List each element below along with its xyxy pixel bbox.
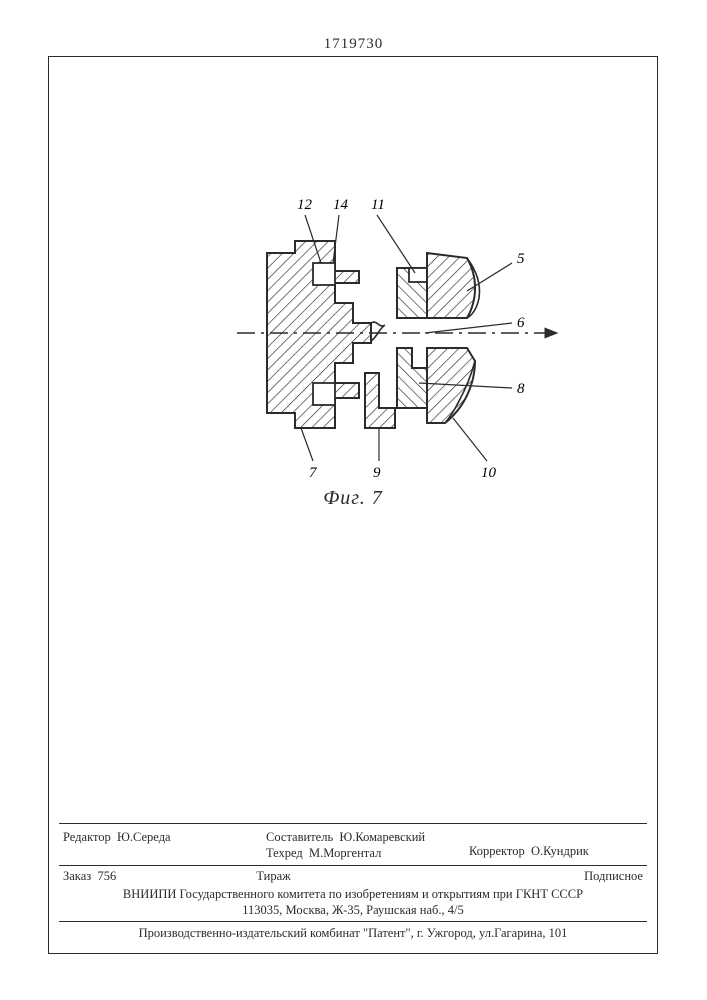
figure-caption: Фиг. 7 <box>49 487 657 510</box>
editor-name: Ю.Середа <box>117 830 171 844</box>
label-7: 7 <box>309 465 318 481</box>
compiler-name: Ю.Комаревский <box>339 830 425 844</box>
order-label: Заказ <box>63 869 91 883</box>
label-8: 8 <box>517 381 525 397</box>
label-14: 14 <box>333 197 349 213</box>
compiler-label: Составитель <box>266 830 333 844</box>
printer-line: Производственно-издательский комбинат "П… <box>59 922 647 948</box>
order-number: 756 <box>97 869 116 883</box>
label-6: 6 <box>517 315 525 331</box>
figure-7-drawing: 12 14 11 5 6 8 10 9 7 <box>97 113 707 613</box>
institute-line: ВНИИПИ Государственного комитета по изоб… <box>63 887 643 903</box>
page-frame: 12 14 11 5 6 8 10 9 7 Фиг. 7 Редактор Ю.… <box>48 56 658 954</box>
label-11: 11 <box>371 197 385 213</box>
editor-label: Редактор <box>63 830 111 844</box>
label-12: 12 <box>297 197 313 213</box>
document-number: 1719730 <box>0 36 707 53</box>
corrector-label: Корректор <box>469 844 525 858</box>
print-run-label: Тираж <box>256 869 449 885</box>
tech-editor-name: М.Моргентал <box>309 846 381 860</box>
tech-editor-label: Техред <box>266 846 303 860</box>
label-10: 10 <box>481 465 497 481</box>
corrector-name: О.Кундрик <box>531 844 589 858</box>
colophon: Редактор Ю.Середа Составитель Ю.Комаревс… <box>59 823 647 953</box>
institute-address: 113035, Москва, Ж-35, Раушская наб., 4/5 <box>63 903 643 919</box>
subscription-label: Подписное <box>450 869 643 885</box>
label-9: 9 <box>373 465 381 481</box>
label-5: 5 <box>517 251 525 267</box>
